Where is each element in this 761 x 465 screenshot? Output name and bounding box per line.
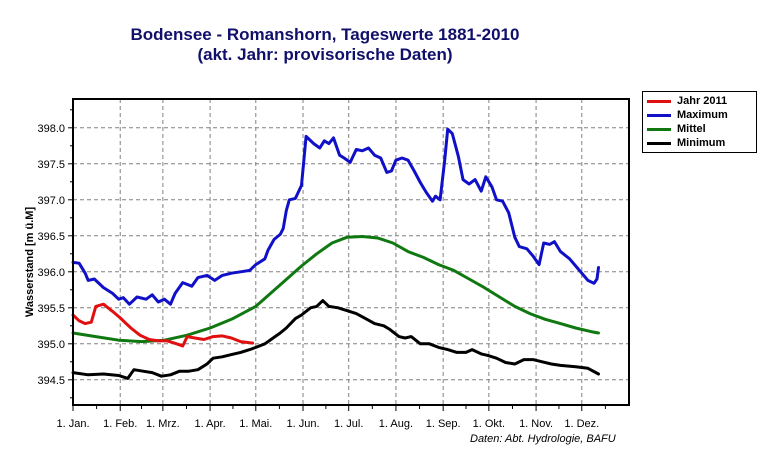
x-tick-label: 1. Nov. — [519, 418, 553, 430]
y-tick-label: 395.5 — [37, 303, 65, 315]
y-tick-label: 398.0 — [37, 123, 65, 135]
legend-label: Mittel — [677, 123, 706, 135]
x-tick-label: 1. Apr. — [194, 418, 225, 430]
x-tick-label: 1. Aug. — [379, 418, 413, 430]
x-tick-label: 1. Mai. — [239, 418, 272, 430]
y-axis-label: Wasserstand [m ü.M] — [24, 207, 36, 318]
x-tick-label: 1. Feb. — [103, 418, 137, 430]
legend-item-maximum: Maximum — [647, 108, 756, 122]
legend-item-minimum: Minimum — [647, 136, 756, 150]
legend-swatch — [647, 113, 671, 117]
x-axis: 1. Jan. 1. Feb. 1. Mrz. 1. Apr. 1. Mai. 1. Ju… — [56, 405, 606, 430]
legend-swatch — [647, 99, 671, 103]
x-tick-label: 1. Jan. — [56, 418, 89, 430]
legend-item-mittel: Mittel — [647, 122, 756, 136]
x-tick-label: 1. Jul. — [334, 418, 363, 430]
legend-swatch — [647, 127, 671, 131]
x-tick-label: 1. Dez. — [564, 418, 599, 430]
x-tick-label: 1. Mrz. — [146, 418, 180, 430]
y-tick-label: 396.0 — [37, 267, 65, 279]
legend-label: Maximum — [677, 109, 728, 121]
chart-subtitle: (akt. Jahr: provisorische Daten) — [197, 45, 453, 64]
legend-swatch — [647, 141, 671, 145]
x-tick-label: 1. Sep. — [426, 418, 461, 430]
x-tick-label: 1. Okt. — [473, 418, 505, 430]
gridlines — [73, 99, 629, 405]
series-line-jahr-2011 — [71, 302, 255, 348]
series-line-maximum — [71, 127, 600, 306]
legend: Jahr 2011 Maximum Mittel Minimum — [642, 91, 757, 153]
source-note: Daten: Abt. Hydrologie, BAFU — [470, 433, 616, 445]
y-tick-label: 394.5 — [37, 375, 65, 387]
plot-frame — [72, 98, 630, 406]
series-line-minimum — [71, 299, 600, 380]
legend-item-jahr-2011: Jahr 2011 — [647, 94, 756, 108]
chart-title: Bodensee - Romanshorn, Tageswerte 1881-2… — [130, 25, 520, 44]
y-tick-label: 397.5 — [37, 159, 65, 171]
y-axis: 394.5 395.0 395.5 396.0 396.5 397.0 397.5 398.0 — [37, 109, 73, 399]
y-tick-label: 396.5 — [37, 231, 65, 243]
x-tick-label: 1. Jun. — [287, 418, 320, 430]
legend-label: Jahr 2011 — [677, 95, 728, 107]
y-tick-label: 397.0 — [37, 195, 65, 207]
y-tick-label: 395.0 — [37, 339, 65, 351]
plot-area — [73, 99, 629, 405]
legend-label: Minimum — [677, 137, 726, 149]
series-group — [71, 127, 600, 380]
